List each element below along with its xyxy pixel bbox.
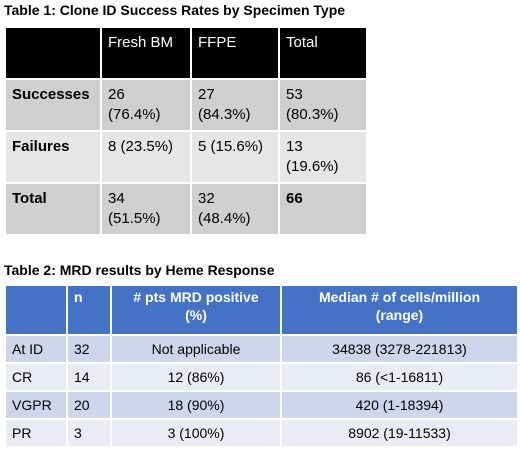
table1-cell: 53 (80.3%)	[278, 78, 368, 132]
table1-cell: 27 (84.3%)	[190, 78, 280, 132]
table2-header-median-cells: Median # of cells/million (range)	[280, 284, 519, 336]
table1-row-label: Successes	[4, 78, 102, 132]
table2-cell-median: 86 (<1-16811)	[280, 362, 519, 392]
table-row: CR 14 12 (86%) 86 (<1-16811)	[4, 362, 519, 392]
table2-cell-median: 420 (1-18394)	[280, 390, 519, 420]
table1-cell-grand-total: 66	[278, 182, 368, 236]
table1-header-row: Fresh BM FFPE Total	[4, 26, 368, 80]
table2-caption: Table 2: MRD results by Heme Response	[4, 262, 275, 278]
table1-header-total: Total	[278, 26, 368, 80]
table2-row-label: VGPR	[4, 390, 68, 420]
table1-cell: 26 (76.4%)	[100, 78, 192, 132]
mrd-results-table: n # pts MRD positive (%) Median # of cell…	[4, 284, 519, 448]
table2-cell-mrd: 3 (100%)	[110, 418, 282, 448]
table1-header-ffpe: FFPE	[190, 26, 280, 80]
table2-header-n: n	[66, 284, 112, 336]
table2-cell-n: 3	[66, 418, 112, 448]
table2-cell-median: 8902 (19-11533)	[280, 418, 519, 448]
table2-cell-mrd: Not applicable	[110, 334, 282, 364]
table2-header-corner	[4, 284, 68, 336]
clone-id-success-table: Fresh BM FFPE Total Successes 26 (76.4%) …	[4, 26, 368, 236]
table-row: PR 3 3 (100%) 8902 (19-11533)	[4, 418, 519, 448]
table1-row-label: Total	[4, 182, 102, 236]
table2-row-label: At ID	[4, 334, 68, 364]
table2-cell-median: 34838 (3278-221813)	[280, 334, 519, 364]
table1-row-failures: Failures 8 (23.5%) 5 (15.6%) 13 (19.6%)	[4, 130, 368, 184]
table2-row-label: PR	[4, 418, 68, 448]
table1-row-total: Total 34 (51.5%) 32 (48.4%) 66	[4, 182, 368, 236]
table2-cell-mrd: 12 (86%)	[110, 362, 282, 392]
table-row: VGPR 20 18 (90%) 420 (1-18394)	[4, 390, 519, 420]
table1-cell: 32 (48.4%)	[190, 182, 280, 236]
table2-cell-n: 20	[66, 390, 112, 420]
table2-cell-mrd: 18 (90%)	[110, 390, 282, 420]
table2-header-row: n # pts MRD positive (%) Median # of cell…	[4, 284, 519, 336]
table1-header-corner	[4, 26, 102, 80]
table1-caption: Table 1: Clone ID Success Rates by Speci…	[4, 2, 346, 18]
table2-row-label: CR	[4, 362, 68, 392]
table1-row-successes: Successes 26 (76.4%) 27 (84.3%) 53 (80.3%)	[4, 78, 368, 132]
table1-cell: 13 (19.6%)	[278, 130, 368, 184]
table2-cell-n: 32	[66, 334, 112, 364]
table1-row-label: Failures	[4, 130, 102, 184]
table1-cell: 34 (51.5%)	[100, 182, 192, 236]
table2-cell-n: 14	[66, 362, 112, 392]
table2-header-mrd-positive: # pts MRD positive (%)	[110, 284, 282, 336]
table1-cell: 8 (23.5%)	[100, 130, 192, 184]
table1-header-fresh-bm: Fresh BM	[100, 26, 192, 80]
table-row: At ID 32 Not applicable 34838 (3278-2218…	[4, 334, 519, 364]
table1-cell: 5 (15.6%)	[190, 130, 280, 184]
